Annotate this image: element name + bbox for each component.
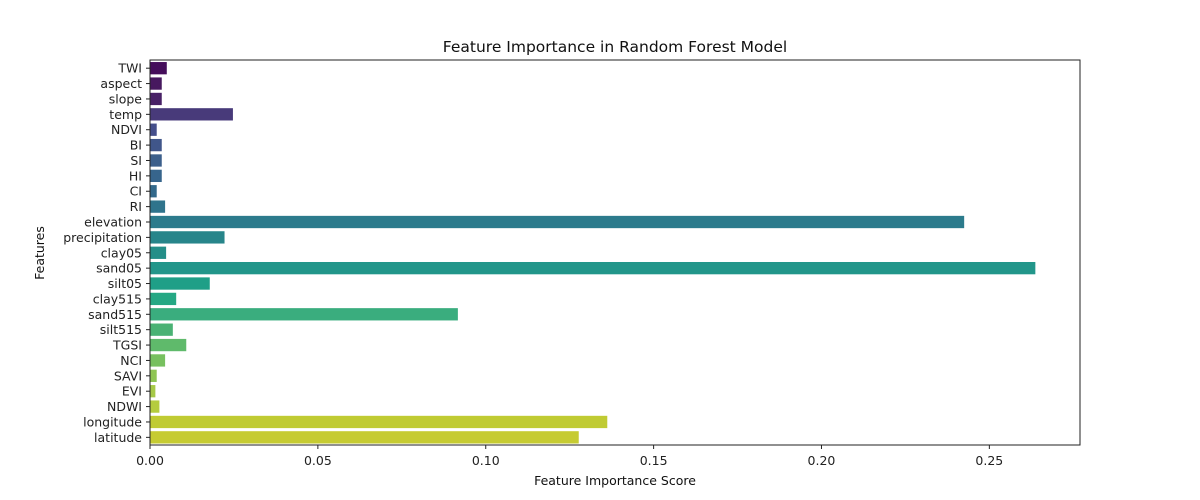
x-tick-label: 0.10	[472, 453, 500, 468]
y-axis-label: Features	[32, 226, 47, 280]
bar-TWI	[150, 62, 167, 75]
y-tick-label: latitude	[94, 430, 142, 445]
bar-EVI	[150, 385, 156, 398]
y-tick-label: silt05	[108, 276, 142, 291]
x-axis-label: Feature Importance Score	[534, 473, 696, 488]
bar-NDWI	[150, 400, 160, 413]
bar-aspect	[150, 77, 162, 90]
bar-NCI	[150, 354, 166, 367]
y-tick-label: SI	[130, 153, 142, 168]
bar-latitude	[150, 431, 579, 444]
bar-elevation	[150, 215, 965, 229]
x-ticks-group: 0.00 0.05 0.10 0.15 0.20 0.25	[136, 445, 1003, 468]
bar-sand515	[150, 308, 458, 321]
bar-silt515	[150, 323, 173, 336]
bar-SAVI	[150, 369, 157, 382]
y-tick-label: sand05	[96, 261, 142, 276]
bar-clay05	[150, 246, 167, 259]
x-tick-label: 0.05	[304, 453, 332, 468]
x-tick-label: 0.15	[640, 453, 668, 468]
bar-precipitation	[150, 231, 225, 244]
bar-sand05	[150, 261, 1036, 275]
y-tick-label: sand515	[88, 307, 142, 322]
x-tick-label: 0.25	[975, 453, 1003, 468]
y-tick-label: HI	[129, 168, 142, 183]
y-tick-label: clay05	[101, 245, 142, 260]
y-tick-label: RI	[130, 199, 142, 214]
y-tick-label: TGSI	[112, 338, 142, 353]
x-tick-label: 0.00	[136, 453, 164, 468]
y-tick-label: TWI	[117, 61, 142, 76]
y-tick-label: SAVI	[114, 368, 142, 383]
bars-group	[150, 62, 1036, 444]
y-tick-label: longitude	[83, 414, 142, 429]
bar-silt05	[150, 277, 210, 290]
bar-SI	[150, 154, 162, 167]
bar-HI	[150, 169, 162, 183]
y-tick-label: CI	[130, 184, 142, 199]
bar-TGSI	[150, 338, 187, 352]
bar-CI	[150, 185, 157, 198]
y-tick-label: EVI	[122, 384, 142, 399]
y-tick-label: elevation	[84, 215, 142, 230]
plot-frame	[149, 59, 1081, 446]
bar-longitude	[150, 415, 608, 429]
y-tick-label: NCI	[120, 353, 142, 368]
bar-NDVI	[150, 123, 157, 136]
x-tick-label: 0.20	[808, 453, 836, 468]
y-tick-label: precipitation	[63, 230, 142, 245]
y-tick-label: BI	[130, 138, 142, 153]
y-tick-label: temp	[109, 107, 142, 122]
y-tick-label: silt515	[100, 322, 142, 337]
bar-temp	[150, 108, 233, 121]
y-tick-label: NDWI	[107, 399, 142, 414]
y-ticks-group: TWIaspectslopetempNDVIBISIHICIRIelevatio…	[63, 61, 150, 445]
bar-clay515	[150, 292, 177, 306]
y-tick-label: NDVI	[111, 122, 142, 137]
bar-slope	[150, 92, 162, 106]
y-tick-label: slope	[109, 91, 143, 106]
bar-RI	[150, 200, 166, 213]
chart-title: Feature Importance in Random Forest Mode…	[443, 38, 787, 56]
bar-BI	[150, 138, 162, 152]
y-tick-label: aspect	[100, 76, 142, 91]
y-tick-label: clay515	[93, 291, 142, 306]
